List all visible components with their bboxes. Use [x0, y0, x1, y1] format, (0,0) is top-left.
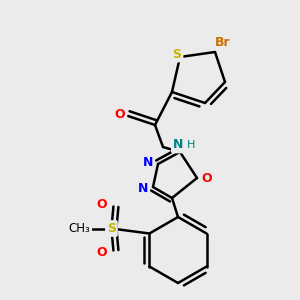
Text: CH₃: CH₃: [68, 222, 90, 235]
Text: N: N: [143, 155, 153, 169]
Text: O: O: [96, 198, 107, 211]
Text: S: S: [107, 222, 116, 235]
Text: H: H: [187, 140, 195, 150]
Text: N: N: [138, 182, 148, 196]
Text: O: O: [115, 107, 125, 121]
Text: N: N: [173, 139, 183, 152]
Text: S: S: [172, 47, 182, 61]
Text: O: O: [96, 246, 107, 259]
Text: Br: Br: [215, 35, 231, 49]
Text: O: O: [202, 172, 212, 184]
